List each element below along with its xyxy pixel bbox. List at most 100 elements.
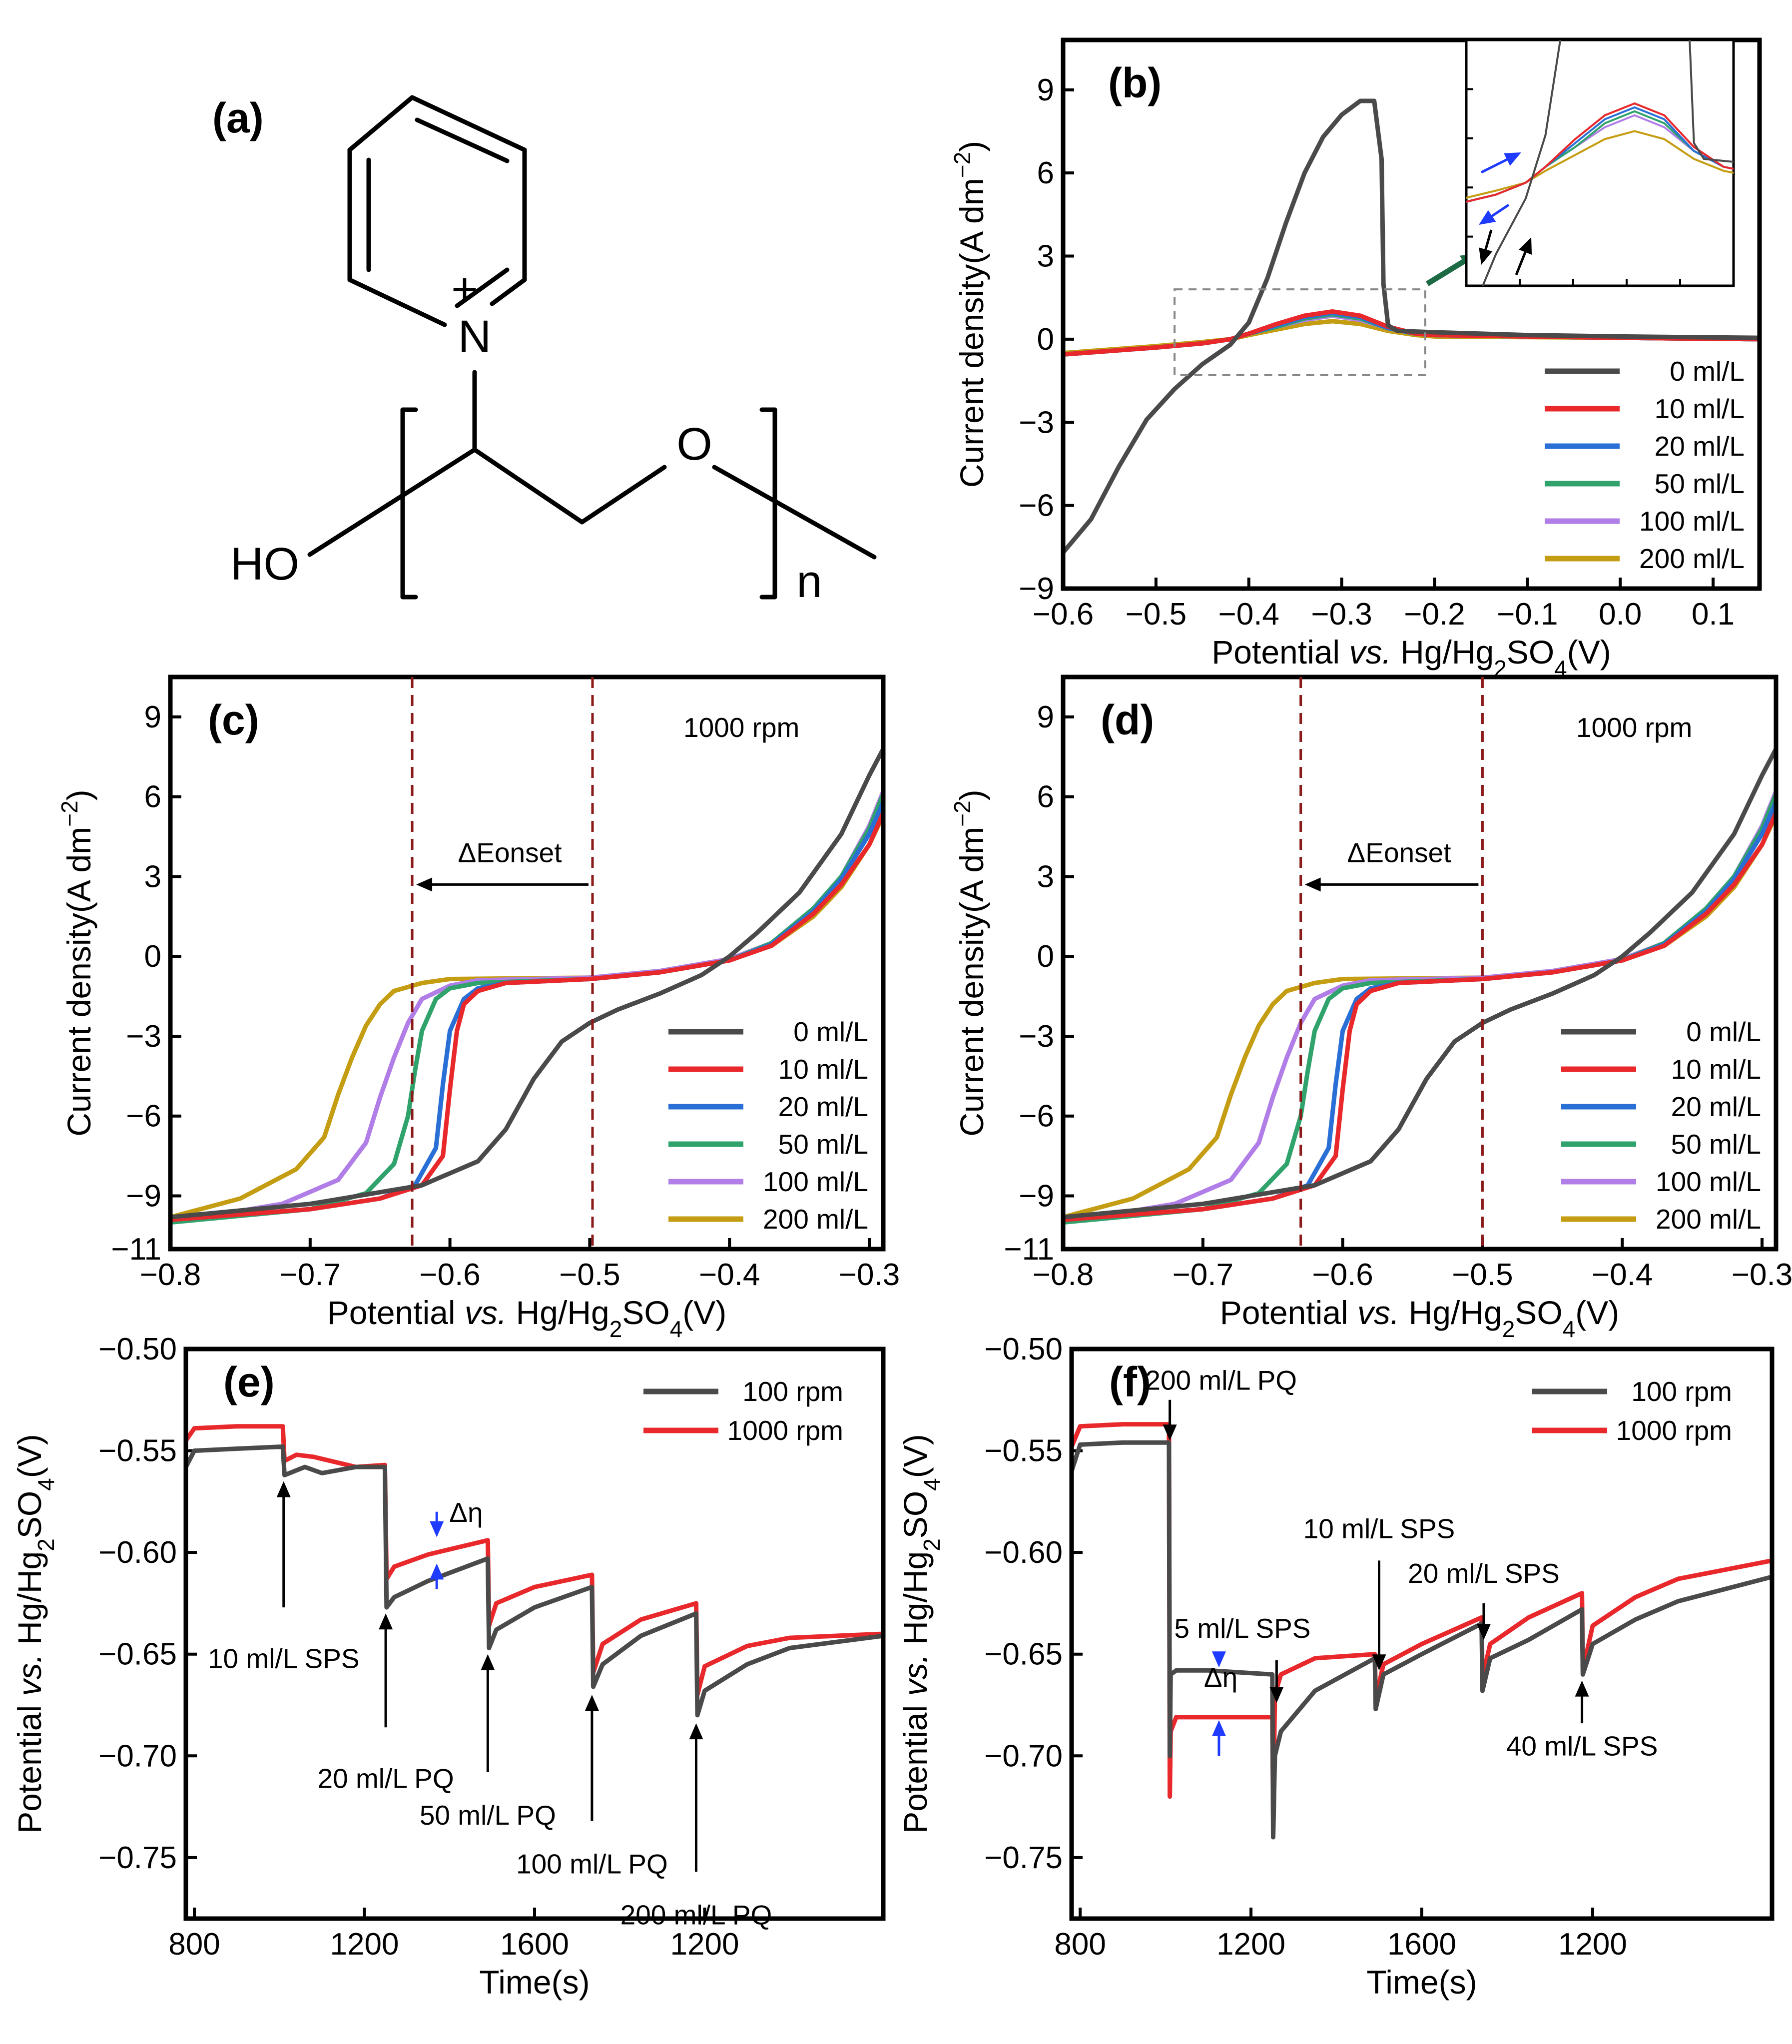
legend: 0 ml/L 10 ml/L 20 ml/L 50 ml/L 100 ml/L 200 m… [668,1016,868,1235]
x-tick-label: −0.6 [419,1258,480,1292]
y-tick-label: −11 [1004,1232,1054,1267]
x-tick-label: 1600 [1387,1927,1456,1962]
x-tick-label: −0.7 [1173,1258,1233,1292]
y-tick-label: −3 [1019,1019,1054,1054]
y-tick-label: −9 [1019,572,1054,606]
y-tick-label: 3 [144,859,161,894]
series-line-10-ml-L [1063,309,1760,357]
legend-label: 0 ml/L [793,1016,868,1047]
y-tick-label: −0.60 [984,1535,1063,1570]
y-tick-label: 6 [144,780,161,814]
series-line-10-ml-L [170,810,883,1222]
y-tick-label: 9 [1037,73,1054,107]
y-tick-label: −0.75 [984,1841,1063,1875]
series-line-200-ml-L [1063,813,1776,1220]
legend-label: 50 ml/L [778,1129,868,1160]
y-tick-label: 3 [1037,239,1054,274]
series-group [186,1424,883,1718]
legend-label: 50 ml/L [1671,1129,1761,1160]
x-tick-label: −0.3 [1732,1258,1792,1292]
event-arrow-head [276,1481,291,1497]
panel-label-b: (b) [1108,59,1162,106]
y-tick-label: −0.70 [984,1739,1063,1773]
y-tick-label: −0.50 [984,1332,1063,1366]
y-tick-label: −6 [1019,1099,1054,1134]
legend-label: 0 ml/L [1670,356,1745,387]
event-arrow-head [585,1695,599,1711]
y-axis-title: Current density(A dm−2) [949,789,990,1136]
inset-blue-arrow-up-head [1504,152,1521,166]
legend-label: 50 ml/L [1655,468,1745,499]
event-annotation: 100 ml/L PQ [516,1849,668,1880]
panel-label-a: (a) [212,94,264,141]
legend-label: 10 ml/L [1671,1054,1761,1085]
panel-label-c: (c) [208,696,259,743]
delta-eta-arrow-down-head [1211,1651,1226,1668]
event-annotation: 200 ml/L PQ [1145,1364,1297,1395]
event-annotation: 10 ml/L SPS [208,1643,360,1674]
chart-panel-b: −0.6 −0.5 −0.4 −0.3 −0.2 −0.1 0.0 0.1 −9 −6 −3 0 3 6 9… [949,37,1762,681]
legend-label: 100 rpm [742,1376,843,1407]
series-group [1063,746,1776,1225]
x-axis-title: Potential vs. Hg/Hg2SO4(V) [1220,1294,1619,1342]
y-tick-label: 9 [144,700,161,734]
x-axis-title: Time(s) [479,1964,590,2001]
delta-onset-arrow-head [1304,877,1321,892]
legend-label: 1000 rpm [727,1415,843,1446]
y-tick-label: 3 [1037,859,1054,894]
delta-onset-label: ΔEonset [1347,837,1451,868]
x-tick-label: −0.4 [1218,597,1279,632]
zoom-arrow [1426,256,1470,286]
y-tick-label: −11 [111,1232,161,1267]
event-arrow-head [481,1654,495,1670]
y-tick-label: −9 [1019,1179,1054,1213]
event-annotation: 200 ml/L PQ [620,1900,772,1931]
x-axis-title: Potential vs. Hg/Hg2SO4(V) [1211,634,1611,681]
event-arrow-head [379,1613,393,1630]
repeat-subscript: n [796,556,822,607]
legend-label: 100 ml/L [1656,1166,1761,1197]
legend-label: 20 ml/L [1671,1091,1761,1122]
x-tick-label: 0.1 [1692,597,1735,632]
panel-label-e: (e) [223,1359,275,1405]
series-group [170,746,883,1225]
event-arrow-head [689,1723,703,1740]
legend-label: 200 ml/L [763,1204,868,1235]
x-tick-label: −0.5 [559,1258,620,1292]
delta-onset-arrow-head [416,877,433,892]
x-tick-label: −0.8 [1033,1258,1094,1292]
event-arrow-head [1372,1654,1386,1671]
series-line-0-ml-L [1063,746,1776,1220]
x-tick-label: −0.4 [1592,1258,1653,1292]
legend-label: 100 ml/L [763,1166,868,1197]
y-tick-label: −0.50 [98,1332,177,1366]
oxygen-atom: O [676,419,712,470]
legend: 100 rpm 1000 rpm [643,1376,843,1446]
legend-label: 10 ml/L [778,1054,868,1085]
legend-label: 20 ml/L [1655,431,1745,462]
y-tick-label: −0.55 [984,1434,1063,1468]
delta-eta-label: Δη [449,1497,483,1528]
delta-eta-arrow-up-head [1211,1720,1226,1736]
nitrogen-atom: N [458,311,491,362]
inset-series-line [1466,102,1734,203]
delta-eta-arrow-down-head [430,1521,444,1537]
panel-label-f: (f) [1109,1359,1151,1405]
x-tick-label: −0.2 [1404,597,1465,632]
y-tick-label: −6 [126,1099,161,1134]
structure-panel-a: (a) + N O HO n [212,94,877,607]
x-tick-label: −0.8 [140,1258,201,1292]
event-annotation: 50 ml/L PQ [420,1800,556,1831]
x-axis-title: Potential vs. Hg/Hg2SO4(V) [327,1294,726,1342]
y-tick-label: −6 [1019,489,1054,523]
y-tick-label: −0.65 [984,1637,1063,1672]
series-line-100-rpm [186,1444,883,1718]
y-tick-label: −0.70 [98,1739,177,1773]
delta-eta-label: Δη [1204,1662,1237,1693]
y-tick-label: −3 [1019,405,1054,440]
plot-frame [1061,675,1779,1252]
y-tick-label: 0 [1037,939,1054,974]
inset-black-arrow-up-head [1519,237,1532,255]
event-arrow-head [1163,1424,1177,1441]
y-tick-label: −0.75 [98,1841,177,1875]
